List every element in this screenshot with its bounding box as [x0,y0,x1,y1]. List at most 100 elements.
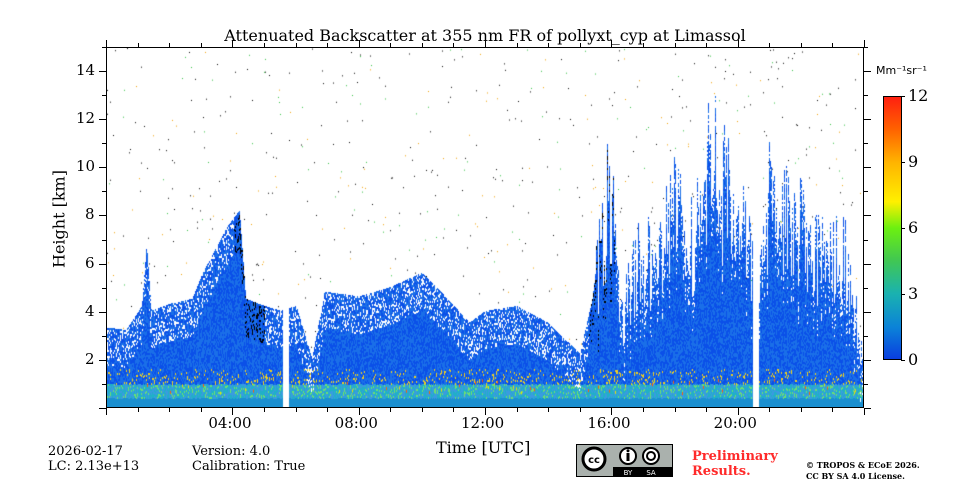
x-tick-top [516,43,518,47]
x-tick-top [642,43,644,47]
x-tick-label: 16:00 [587,414,631,432]
y-tick-right [864,263,871,265]
cc-by-sa-logo: cc BY SA [576,444,673,477]
svg-text:BY: BY [624,469,633,476]
x-tick-label: 04:00 [208,414,252,432]
x-tick-top [358,40,360,47]
svg-text:SA: SA [646,469,656,476]
y-minor-tick-right [864,191,868,193]
x-tick-top [327,43,329,47]
x-tick [548,408,550,412]
x-tick-top [453,43,455,47]
x-tick-top [200,43,202,47]
y-tick [99,311,106,313]
x-tick [327,408,329,412]
y-tick-label: 6 [85,253,95,272]
y-minor-tick-right [864,287,868,289]
x-tick [642,408,644,412]
y-tick-right [864,359,871,361]
lc-text: LC: 2.13e+13 [48,459,140,474]
x-tick [485,408,486,415]
x-tick [137,408,139,412]
x-tick-top [106,40,107,47]
x-tick [800,408,802,412]
y-minor-tick-right [864,47,868,48]
svg-text:cc: cc [588,455,600,466]
x-tick [232,408,234,415]
y-minor-tick [102,383,106,385]
x-tick-top [769,43,771,47]
y-tick [99,408,106,409]
y-tick-label: 12 [76,109,96,128]
colorbar-tick [901,294,905,295]
colorbar-tick-label: 9 [908,152,919,171]
x-tick [611,408,613,415]
y-tick-label: 10 [76,157,96,176]
y-minor-tick [102,47,106,48]
y-tick-right [864,71,871,73]
x-tick-top [137,43,139,47]
x-tick [200,408,202,412]
x-axis-label: Time [UTC] [436,438,531,457]
y-tick-label: 2 [85,349,95,368]
x-tick [390,408,392,412]
x-tick-top [706,43,708,47]
y-minor-tick-right [864,95,868,97]
preliminary-note: Preliminary Results. [692,449,778,479]
x-tick-top [295,43,297,47]
colorbar-tick [901,360,905,361]
preliminary-text: Preliminary [692,449,778,464]
version-text: Version: 4.0 [192,444,271,459]
y-tick [99,71,106,73]
x-tick-label: 08:00 [334,414,378,432]
y-tick-right [864,408,871,409]
y-tick-right [864,215,871,217]
results-text: Results. [692,464,751,479]
y-minor-tick [102,239,106,241]
y-tick-label: 4 [85,301,95,320]
y-tick [99,119,106,121]
x-tick [706,408,708,412]
x-tick [516,408,518,412]
plot-area [106,47,864,408]
y-minor-tick-right [864,143,868,145]
x-tick [169,408,171,412]
y-minor-tick-right [864,383,868,385]
y-tick-right [864,119,871,121]
x-tick-top [263,43,265,47]
colorbar-unit: Mm⁻¹sr⁻¹ [876,64,927,77]
colorbar-tick-label: 3 [908,284,919,303]
x-tick [737,408,739,415]
x-tick-top [485,40,486,47]
x-tick-top [548,43,550,47]
y-minor-tick [102,287,106,289]
colorbar-tick [901,228,905,229]
y-tick [99,263,106,265]
y-axis-label: Height [km] [49,170,69,268]
x-tick [106,408,107,415]
x-tick-top [579,43,581,47]
x-tick-label: 12:00 [461,414,505,432]
x-tick-top [421,43,423,47]
x-tick-top [390,43,392,47]
x-tick-top [232,40,234,47]
x-tick [295,408,297,412]
backscatter-heatmap [107,48,863,407]
x-tick-top [832,43,834,47]
y-tick-label: 8 [85,205,95,224]
y-tick-right [864,167,871,169]
colorbar-tick [901,162,905,163]
colorbar [883,96,902,360]
y-tick-label: 14 [76,61,96,80]
x-tick-top [169,43,171,47]
y-tick [99,359,106,361]
chart-title: Attenuated Backscatter at 355 nm FR of p… [224,26,746,45]
x-tick-top [800,43,802,47]
y-minor-tick [102,143,106,145]
calibration-text: Calibration: True [192,459,306,474]
y-minor-tick [102,191,106,193]
x-tick [674,408,676,412]
y-tick-right [864,311,871,313]
footer-mid: Version: 4.0 Calibration: True [192,444,305,474]
x-tick-top [737,40,739,47]
